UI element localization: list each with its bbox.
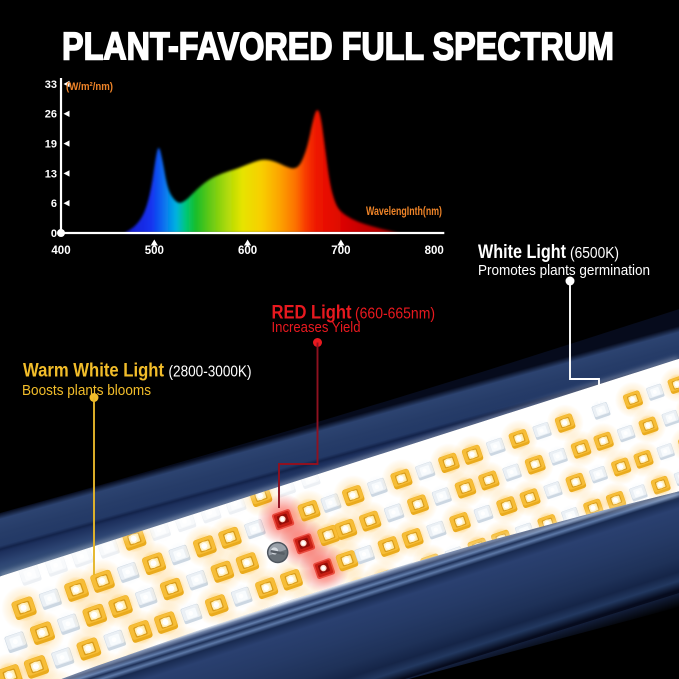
svg-text:33: 33 bbox=[45, 79, 57, 91]
svg-text:(W/m²/nm): (W/m²/nm) bbox=[66, 81, 113, 93]
svg-text:13: 13 bbox=[45, 168, 57, 180]
svg-text:400: 400 bbox=[51, 245, 70, 257]
svg-text:26: 26 bbox=[45, 109, 57, 121]
svg-text:WavelengInth(nm): WavelengInth(nm) bbox=[366, 206, 442, 218]
svg-text:500: 500 bbox=[145, 245, 164, 257]
svg-text:Warm White Light: Warm White Light bbox=[23, 360, 164, 382]
svg-text:PLANT-FAVORED FULL SPECTRUM: PLANT-FAVORED FULL SPECTRUM bbox=[62, 26, 614, 69]
svg-text:(660-665nm): (660-665nm) bbox=[355, 306, 435, 323]
svg-text:Promotes plants germination: Promotes plants germination bbox=[478, 262, 650, 279]
svg-text:RED Light: RED Light bbox=[272, 302, 352, 324]
svg-text:(6500K): (6500K) bbox=[570, 245, 619, 262]
svg-text:Increases Yield: Increases Yield bbox=[272, 320, 361, 336]
svg-text:700: 700 bbox=[331, 245, 350, 257]
svg-text:(2800-3000K): (2800-3000K) bbox=[169, 364, 252, 381]
svg-text:White Light: White Light bbox=[478, 241, 566, 263]
svg-text:6: 6 bbox=[51, 198, 57, 210]
svg-text:800: 800 bbox=[425, 245, 444, 257]
svg-text:600: 600 bbox=[238, 245, 257, 257]
svg-text:Boosts plants blooms: Boosts plants blooms bbox=[22, 383, 151, 399]
svg-text:19: 19 bbox=[45, 139, 57, 151]
svg-text:0: 0 bbox=[51, 228, 57, 240]
